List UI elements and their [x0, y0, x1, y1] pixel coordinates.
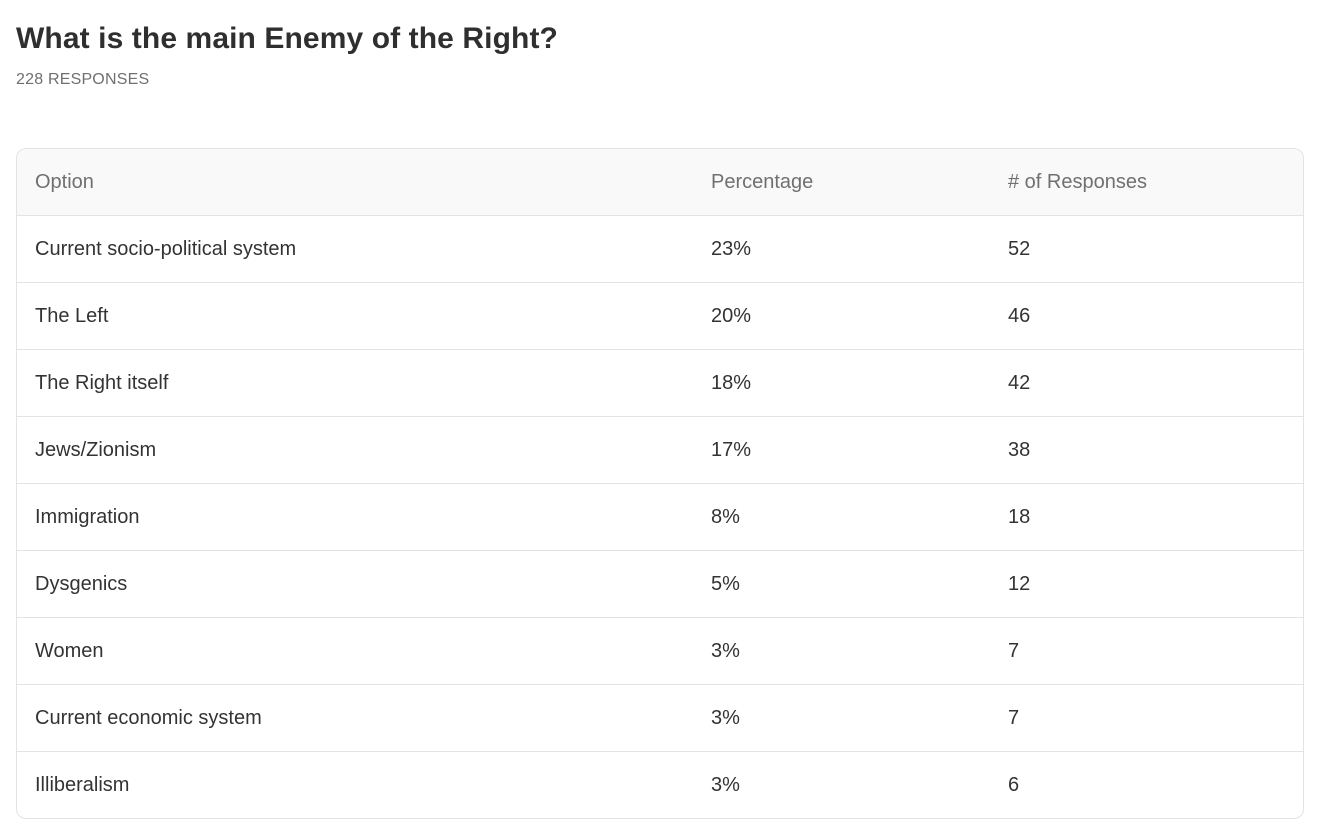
percentage-cell: 3% [711, 639, 740, 662]
percentage-cell: 23% [711, 237, 752, 260]
table-row: Current socio-political system 23% 52 [17, 216, 1303, 283]
responses-cell: 7 [1008, 639, 1020, 662]
table-row: The Left 20% 46 [17, 283, 1303, 350]
responses-cell: 46 [1008, 304, 1031, 327]
column-header-percentage: Percentage [711, 170, 814, 193]
table-row: Current economic system 3% 7 [17, 685, 1303, 752]
percentage-cell: 3% [711, 774, 740, 796]
responses-cell: 52 [1008, 237, 1031, 260]
option-cell: Immigration [35, 505, 140, 528]
option-cell: The Right itself [35, 371, 169, 394]
table-row: The Right itself 18% 42 [17, 350, 1303, 417]
option-cell: Jews/Zionism [35, 438, 157, 461]
responses-cell: 38 [1008, 438, 1031, 461]
table-row: Jews/Zionism 17% 38 [17, 417, 1303, 484]
percentage-cell: 8% [711, 505, 740, 528]
poll-title: What is the main Enemy of the Right? [16, 22, 558, 55]
responses-cell: 42 [1008, 371, 1031, 394]
responses-cell: 18 [1008, 505, 1031, 528]
option-cell: Current economic system [35, 706, 262, 729]
table-row: Women 3% 7 [17, 618, 1303, 685]
percentage-cell: 18% [711, 371, 752, 394]
table-row: Dysgenics 5% 12 [17, 551, 1303, 618]
column-header-option: Option [35, 170, 94, 193]
percentage-cell: 20% [711, 304, 752, 327]
responses-count: 228 RESPONSES [16, 71, 150, 88]
option-cell: Women [35, 639, 104, 662]
responses-cell: 6 [1008, 774, 1020, 796]
option-cell: Illiberalism [35, 774, 130, 796]
percentage-cell: 5% [711, 572, 740, 595]
results-table: Option Percentage # of Responses Current… [16, 148, 1304, 819]
responses-cell: 7 [1008, 706, 1020, 729]
option-cell: The Left [35, 304, 109, 327]
option-cell: Current socio-political system [35, 237, 297, 260]
table-row: Immigration 8% 18 [17, 484, 1303, 551]
option-cell: Dysgenics [35, 572, 128, 595]
responses-cell: 12 [1008, 572, 1031, 595]
table-header-row: Option Percentage # of Responses [17, 149, 1303, 216]
percentage-cell: 3% [711, 706, 740, 729]
column-header-responses: # of Responses [1008, 170, 1147, 193]
percentage-cell: 17% [711, 438, 752, 461]
table-row: Illiberalism 3% 6 [17, 752, 1303, 818]
